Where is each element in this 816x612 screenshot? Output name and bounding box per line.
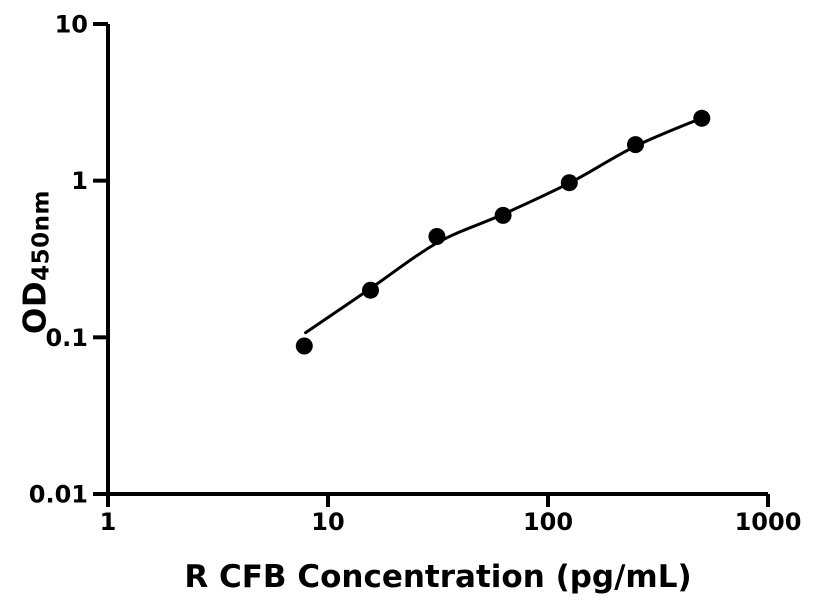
data-point-marker xyxy=(362,281,379,299)
y-axis-title: OD450nm xyxy=(17,190,54,334)
y-tick-label: 1 xyxy=(71,167,88,195)
y-axis-title-subscript: 450nm xyxy=(28,190,55,281)
y-tick-label: 0.01 xyxy=(29,481,88,509)
data-point-marker xyxy=(295,337,313,355)
x-tick-label: 1000 xyxy=(735,508,802,536)
data-point-marker xyxy=(494,206,512,224)
data-point-marker xyxy=(560,174,578,192)
axis-spine xyxy=(106,24,768,496)
x-tick-label: 100 xyxy=(523,508,573,536)
x-axis-title: R CFB Concentration (pg/mL) xyxy=(184,559,692,595)
y-tick-label: 10 xyxy=(55,11,88,39)
data-point-marker xyxy=(627,136,644,154)
x-tick-label: 1 xyxy=(100,508,117,536)
data-point-marker xyxy=(428,228,446,245)
data-point-marker xyxy=(693,109,711,127)
fit-curve xyxy=(304,116,704,335)
y-tick-label: 0.1 xyxy=(45,324,88,352)
y-axis-title-main: OD xyxy=(17,280,54,334)
x-tick-label: 10 xyxy=(311,508,344,536)
